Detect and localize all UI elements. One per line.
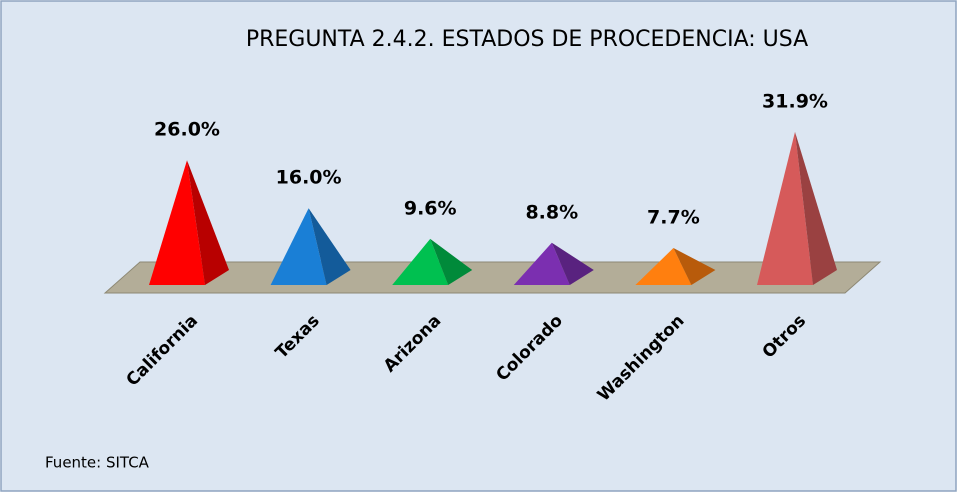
data-label: 26.0% — [154, 119, 220, 141]
data-label: 8.8% — [525, 201, 578, 223]
pyramid — [270, 208, 351, 285]
pyramid-front — [513, 242, 570, 285]
data-label: 9.6% — [404, 197, 457, 219]
data-label: 7.7% — [647, 207, 700, 229]
chart-title: PREGUNTA 2.4.2. ESTADOS DE PROCEDENCIA: … — [246, 27, 808, 52]
pyramid-side — [430, 238, 473, 285]
pyramid-front — [757, 131, 813, 285]
pyramid-side — [673, 248, 716, 285]
pyramid — [513, 242, 594, 285]
pyramid — [392, 238, 473, 285]
data-label: 31.9% — [762, 90, 828, 112]
pyramid — [149, 160, 229, 285]
pyramid-side — [187, 160, 229, 285]
pyramid-side — [308, 208, 351, 285]
pyramid-side — [795, 131, 837, 285]
data-label: 16.0% — [276, 167, 342, 189]
pyramid-front — [270, 208, 327, 285]
pyramid-side — [551, 242, 594, 285]
pyramid — [757, 131, 837, 285]
pyramid-front — [149, 160, 205, 285]
pyramid-front — [635, 248, 692, 285]
source-note: Fuente: SITCA — [45, 454, 150, 472]
pyramid — [635, 248, 716, 285]
pyramid-front — [392, 238, 449, 285]
